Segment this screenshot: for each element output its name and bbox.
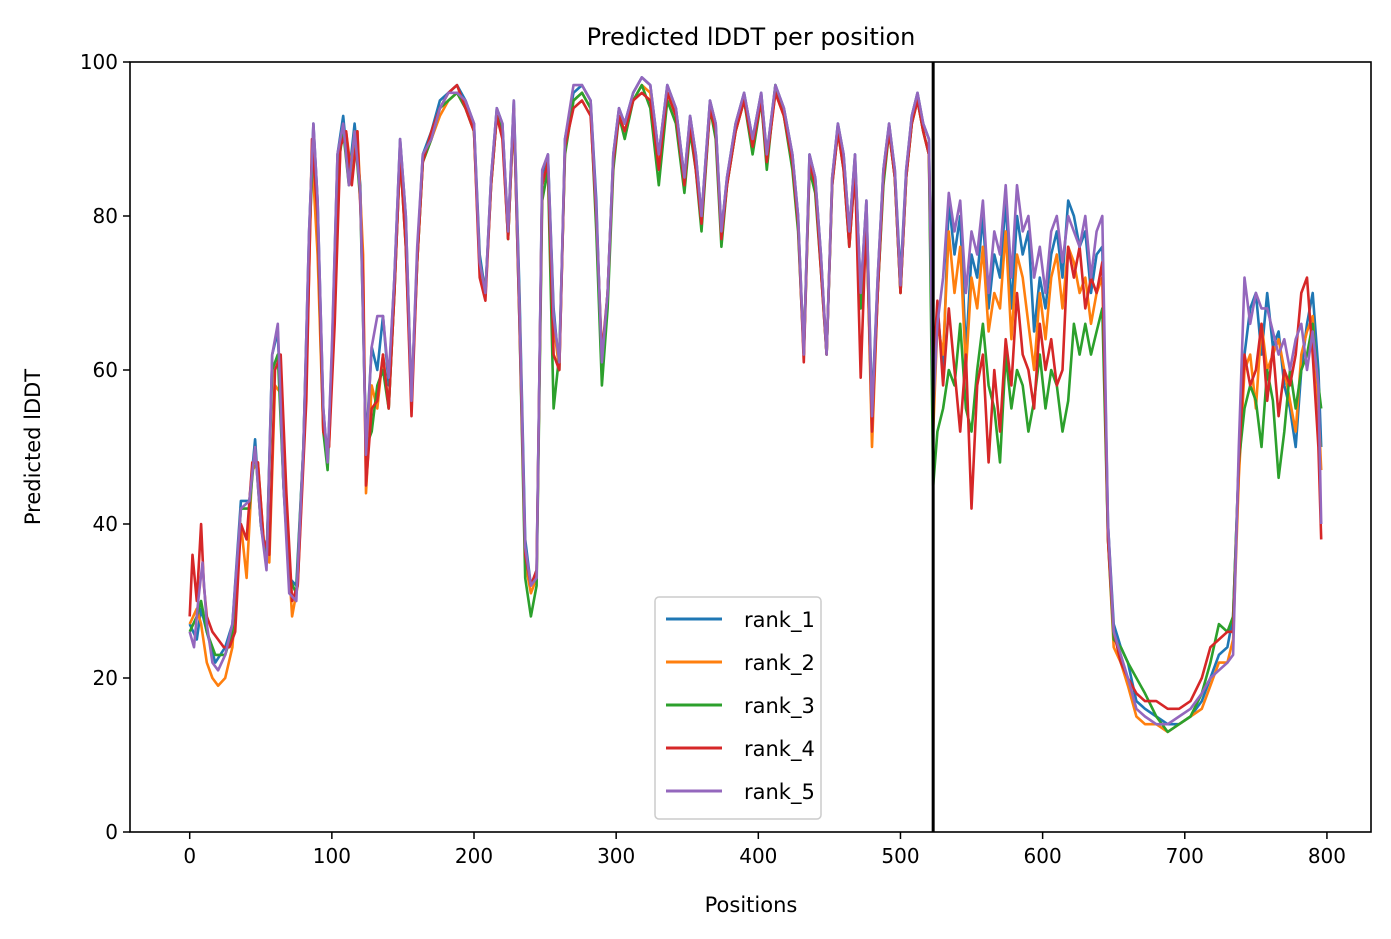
y-axis: 0 20 40 60 80 100 bbox=[80, 50, 130, 844]
series-lines bbox=[188, 76, 1323, 734]
series-line-rank-5 bbox=[188, 76, 1323, 726]
x-tick-label: 100 bbox=[313, 844, 351, 868]
x-tick-label: 0 bbox=[183, 844, 196, 868]
legend-box bbox=[654, 596, 822, 820]
y-tick-label: 20 bbox=[93, 666, 118, 690]
y-tick-label: 60 bbox=[93, 358, 118, 382]
legend-label-rank-4: rank_4 bbox=[744, 737, 815, 762]
x-tick-label: 400 bbox=[739, 844, 777, 868]
x-tick-label: 600 bbox=[1024, 844, 1062, 868]
plot-frame bbox=[129, 61, 1372, 833]
y-tick-label: 0 bbox=[105, 820, 118, 844]
legend: rank_1 rank_2 rank_3 rank_4 rank_5 bbox=[654, 596, 822, 820]
x-tick-label: 800 bbox=[1308, 844, 1346, 868]
y-tick-label: 80 bbox=[93, 204, 118, 228]
x-tick-label: 300 bbox=[597, 844, 635, 868]
x-axis-title: Positions bbox=[705, 893, 798, 917]
y-tick-label: 100 bbox=[80, 50, 118, 74]
x-tick-label: 200 bbox=[455, 844, 493, 868]
y-tick-label: 40 bbox=[93, 512, 118, 536]
chart-title: Predicted lDDT per position bbox=[587, 23, 916, 51]
legend-label-rank-5: rank_5 bbox=[744, 780, 815, 805]
legend-label-rank-2: rank_2 bbox=[744, 651, 815, 676]
x-tick-label: 500 bbox=[881, 844, 919, 868]
y-axis-title: Predicted lDDT bbox=[21, 369, 45, 525]
x-axis: 0 100 200 300 400 500 600 700 800 bbox=[183, 832, 1346, 868]
legend-label-rank-1: rank_1 bbox=[744, 608, 815, 633]
legend-label-rank-3: rank_3 bbox=[744, 694, 815, 719]
x-tick-label: 700 bbox=[1166, 844, 1204, 868]
